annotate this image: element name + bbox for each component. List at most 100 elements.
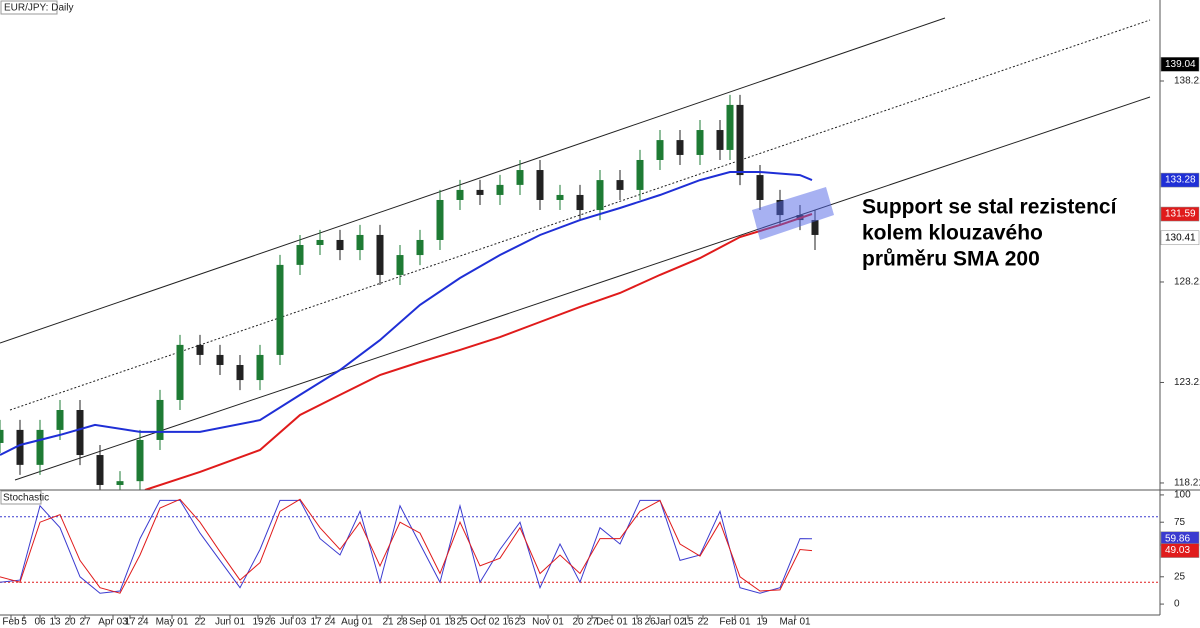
x-tick-label: 19 bbox=[756, 617, 768, 628]
x-tick-label: May 01 bbox=[156, 617, 189, 628]
x-tick-label: Feb 01 bbox=[719, 617, 751, 628]
x-tick-label: 17 bbox=[124, 617, 136, 628]
x-tick-label: 19 bbox=[252, 617, 264, 628]
x-tick-label: Nov 01 bbox=[532, 617, 564, 628]
x-tick-label: 18 bbox=[444, 617, 456, 628]
y-tick-label: 0 bbox=[1174, 599, 1180, 610]
annotation: kolem klouzavého bbox=[862, 222, 1043, 245]
candle-body bbox=[436, 199, 444, 240]
candle-body bbox=[536, 170, 544, 200]
candle-body bbox=[36, 429, 44, 465]
x-tick-label: Mar 01 bbox=[779, 617, 811, 628]
x-tick-label: 26 bbox=[264, 617, 276, 628]
x-tick-label: 25 bbox=[456, 617, 468, 628]
price-tag bbox=[1160, 172, 1200, 188]
candle-body bbox=[276, 264, 284, 355]
x-tick-label: 18 bbox=[631, 617, 643, 628]
x-tick-label: Jan 02 bbox=[655, 617, 685, 628]
y-tick-label: 75 bbox=[1174, 517, 1186, 528]
x-tick-label: 24 bbox=[137, 617, 149, 628]
price-tag-label: 139.04 bbox=[1165, 59, 1196, 70]
price-tag bbox=[1160, 230, 1200, 246]
stochastic-line bbox=[0, 498, 813, 594]
candle-body bbox=[236, 364, 244, 381]
candle-body bbox=[726, 104, 734, 150]
stoch-title: Stochastic bbox=[3, 493, 49, 504]
stochastic-line bbox=[0, 499, 813, 594]
candle-body bbox=[716, 130, 724, 150]
moving-average bbox=[0, 171, 813, 456]
x-tick-label: Apr 03 bbox=[98, 617, 128, 628]
candle-body bbox=[256, 354, 264, 381]
y-tick-label: 138.21 bbox=[1174, 76, 1200, 87]
price-tag-label: 131.59 bbox=[1165, 209, 1196, 220]
candle-body bbox=[736, 104, 744, 176]
moving-average bbox=[144, 213, 813, 490]
price-tag-label: 59.86 bbox=[1165, 533, 1190, 544]
candle-body bbox=[16, 429, 24, 465]
highlight-box bbox=[752, 187, 834, 240]
channel-lower bbox=[14, 96, 1151, 481]
x-tick-label: Jun 01 bbox=[215, 617, 245, 628]
x-tick-label: 15 bbox=[682, 617, 694, 628]
candle-body bbox=[596, 180, 604, 211]
stoch-title-box bbox=[0, 490, 42, 505]
candle-body bbox=[316, 239, 324, 245]
candle-body bbox=[76, 410, 84, 456]
y-tick-label: 123.21 bbox=[1174, 377, 1200, 388]
candle-body bbox=[811, 220, 819, 235]
candle-body bbox=[676, 140, 684, 155]
x-tick-label: Sep 01 bbox=[409, 617, 441, 628]
candle-body bbox=[656, 140, 664, 160]
candle-body bbox=[196, 344, 204, 355]
x-tick-label: 13 bbox=[49, 617, 61, 628]
x-tick-label: 20 bbox=[572, 617, 584, 628]
candle-body bbox=[96, 455, 104, 485]
y-tick-label: 118.21 bbox=[1174, 478, 1200, 489]
candle-body bbox=[116, 481, 124, 485]
x-tick-label: 21 bbox=[382, 617, 394, 628]
candle-body bbox=[376, 234, 384, 275]
x-tick-label: Feb bbox=[2, 617, 20, 628]
x-tick-label: Jul 03 bbox=[280, 617, 307, 628]
candle-body bbox=[756, 175, 764, 200]
candle-body bbox=[356, 234, 364, 251]
candle-body bbox=[136, 439, 144, 482]
candle-body bbox=[336, 239, 344, 251]
candle-body bbox=[696, 130, 704, 155]
candle-body bbox=[516, 170, 524, 185]
x-tick-label: 22 bbox=[194, 617, 206, 628]
price-panel bbox=[0, 94, 819, 490]
x-tick-label: 22 bbox=[697, 617, 709, 628]
x-tick-label: 28 bbox=[396, 617, 408, 628]
annotation: Support se stal rezistencí bbox=[862, 196, 1118, 219]
x-tick-label: 5 bbox=[21, 617, 27, 628]
candle-body bbox=[576, 194, 584, 211]
x-tick-label: Dec 01 bbox=[596, 617, 628, 628]
candle-body bbox=[216, 354, 224, 365]
y-tick-label: 128.21 bbox=[1174, 277, 1200, 288]
chart-title: EUR/JPY: Daily bbox=[4, 3, 73, 14]
x-tick-label: Aug 01 bbox=[341, 617, 373, 628]
candle-body bbox=[156, 399, 164, 440]
price-tag-label: 133.28 bbox=[1165, 175, 1196, 186]
x-tick-label: 20 bbox=[64, 617, 76, 628]
stochastic-panel bbox=[0, 498, 1160, 594]
candle-body bbox=[56, 410, 64, 430]
candle-body bbox=[416, 239, 424, 256]
candle-body bbox=[296, 245, 304, 265]
price-tag-label: 130.41 bbox=[1165, 232, 1196, 243]
x-tick-label: 16 bbox=[502, 617, 514, 628]
candle-body bbox=[556, 194, 564, 200]
price-tag-label: 49.03 bbox=[1165, 545, 1190, 556]
title-box bbox=[0, 0, 58, 15]
x-tick-label: 27 bbox=[586, 617, 598, 628]
candle-body bbox=[396, 255, 404, 275]
candle-body bbox=[456, 189, 464, 200]
channel-upper bbox=[0, 17, 946, 344]
x-tick-label: Oct 02 bbox=[470, 617, 500, 628]
candle-body bbox=[616, 180, 624, 190]
